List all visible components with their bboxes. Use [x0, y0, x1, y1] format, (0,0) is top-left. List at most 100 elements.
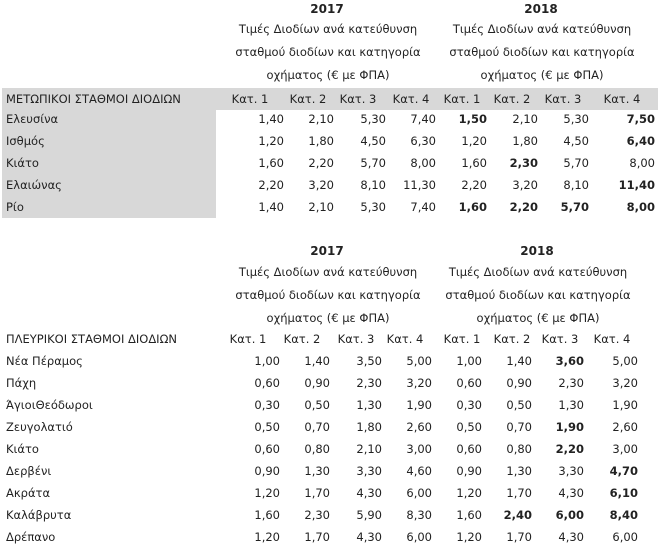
category-header: Κατ. 1 [443, 92, 481, 106]
price-cell: 3,20 [612, 376, 638, 390]
price-cell: 8,10 [360, 178, 386, 192]
price-cell: 2,30 [356, 376, 382, 390]
price-cell: 7,40 [410, 200, 436, 214]
category-header: Κατ. 4 [593, 332, 631, 346]
price-cell: 5,70 [560, 200, 589, 214]
price-cell: 5,70 [360, 156, 386, 170]
price-cell: 1,90 [406, 398, 432, 412]
price-cell: 1,70 [304, 530, 330, 544]
desc-line: οχήματος (€ με ΦΠΑ) [480, 68, 604, 82]
price-cell: 2,60 [406, 420, 432, 434]
price-cell: 3,00 [612, 442, 638, 456]
desc-line: σταθμού διοδίων και κατηγορία [235, 288, 421, 302]
price-cell: 1,20 [258, 134, 284, 148]
price-cell: 3,00 [406, 442, 432, 456]
price-cell: 1,20 [461, 134, 487, 148]
price-cell: 1,00 [254, 354, 280, 368]
desc-2017: Τιμές Διοδίων ανά κατεύθυνση σταθμού διο… [218, 261, 438, 330]
price-cell: 0,70 [506, 420, 532, 434]
price-cell: 4,50 [360, 134, 386, 148]
desc-line: Τιμές Διοδίων ανά κατεύθυνση [452, 22, 632, 36]
price-cell: 2,10 [308, 200, 334, 214]
price-cell: 0,60 [456, 442, 482, 456]
desc-line: οχήματος (€ με ΦΠΑ) [476, 311, 600, 325]
price-cell: 8,40 [609, 508, 638, 522]
station-name: Ακράτα [6, 486, 51, 500]
price-cell: 6,10 [609, 486, 638, 500]
price-cell: 1,90 [555, 420, 584, 434]
price-cell: 4,30 [356, 486, 382, 500]
category-header: Κατ. 3 [541, 332, 579, 346]
price-cell: 1,20 [456, 486, 482, 500]
price-cell: 4,30 [558, 486, 584, 500]
price-cell: 1,60 [258, 156, 284, 170]
price-cell: 2,30 [558, 376, 584, 390]
price-cell: 3,30 [356, 464, 382, 478]
price-cell: 1,40 [258, 200, 284, 214]
price-cell: 0,50 [304, 398, 330, 412]
price-cell: 0,90 [254, 464, 280, 478]
price-cell: 0,60 [254, 442, 280, 456]
station-name: Ελαιώνας [6, 178, 62, 192]
price-cell: 2,20 [258, 178, 284, 192]
header-band [2, 88, 658, 110]
station-name: Ζευγολατιό [6, 420, 73, 434]
price-cell: 2,10 [356, 442, 382, 456]
price-cell: 1,00 [456, 354, 482, 368]
price-cell: 3,50 [356, 354, 382, 368]
category-header: Κατ. 4 [392, 92, 430, 106]
price-cell: 1,60 [456, 508, 482, 522]
price-cell: 1,30 [506, 464, 532, 478]
category-header: Κατ. 1 [443, 332, 481, 346]
price-cell: 2,30 [304, 508, 330, 522]
price-cell: 1,70 [506, 486, 532, 500]
price-cell: 5,30 [563, 112, 589, 126]
year-2018-header: 2018 [524, 2, 558, 16]
station-name: Νέα Πέραμος [6, 354, 83, 368]
price-cell: 0,60 [254, 376, 280, 390]
price-cell: 6,30 [410, 134, 436, 148]
price-cell: 0,30 [254, 398, 280, 412]
category-header: Κατ. 4 [386, 332, 424, 346]
price-cell: 0,50 [456, 420, 482, 434]
price-cell: 6,00 [406, 530, 432, 544]
price-cell: 6,40 [626, 134, 655, 148]
price-cell: 1,20 [254, 530, 280, 544]
station-name: Ρίο [6, 200, 24, 214]
desc-line: οχήματος (€ με ΦΠΑ) [266, 68, 390, 82]
price-cell: 0,90 [304, 376, 330, 390]
price-cell: 1,50 [458, 112, 487, 126]
category-header: Κατ. 2 [283, 332, 321, 346]
price-cell: 0,50 [254, 420, 280, 434]
station-name: Κιάτο [6, 442, 39, 456]
station-name: Δερβένι [6, 464, 52, 478]
price-cell: 1,20 [456, 530, 482, 544]
price-cell: 3,30 [558, 464, 584, 478]
desc-line: Τιμές Διοδίων ανά κατεύθυνση [238, 265, 418, 279]
price-cell: 2,20 [461, 178, 487, 192]
price-cell: 4,70 [609, 464, 638, 478]
price-cell: 0,70 [304, 420, 330, 434]
category-header: Κατ. 3 [337, 332, 375, 346]
price-cell: 5,00 [612, 354, 638, 368]
price-cell: 1,70 [304, 486, 330, 500]
price-cell: 1,40 [258, 112, 284, 126]
price-cell: 2,20 [555, 442, 584, 456]
price-cell: 1,40 [304, 354, 330, 368]
price-cell: 8,00 [410, 156, 436, 170]
price-cell: 1,30 [356, 398, 382, 412]
price-cell: 2,40 [503, 508, 532, 522]
price-cell: 4,50 [563, 134, 589, 148]
price-cell: 2,20 [308, 156, 334, 170]
price-cell: 1,80 [356, 420, 382, 434]
category-header: Κατ. 3 [544, 92, 582, 106]
price-cell: 11,30 [403, 178, 436, 192]
price-cell: 1,60 [254, 508, 280, 522]
desc-line: οχήματος (€ με ΦΠΑ) [266, 311, 390, 325]
price-cell: 3,20 [512, 178, 538, 192]
year-2017-header: 2017 [310, 244, 344, 258]
category-header: Κατ. 3 [339, 92, 377, 106]
category-header: Κατ. 2 [493, 332, 531, 346]
desc-2017: Τιμές Διοδίων ανά κατεύθυνση σταθμού διο… [218, 18, 438, 87]
price-cell: 4,60 [406, 464, 432, 478]
